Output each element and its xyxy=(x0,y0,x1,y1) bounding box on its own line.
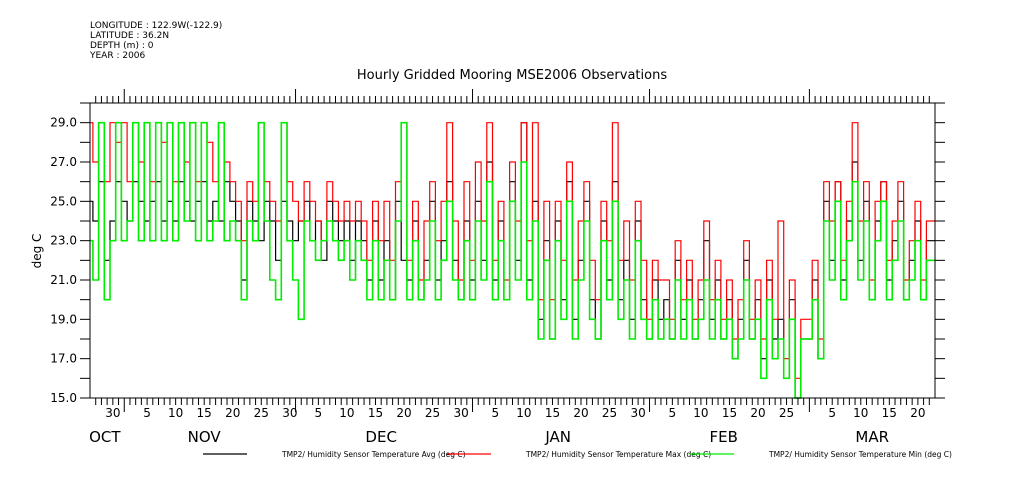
depth-label: DEPTH (m) : 0 xyxy=(90,41,154,51)
y-tick-label: 17.0 xyxy=(50,352,77,366)
x-tick-label: 5 xyxy=(143,406,151,420)
latitude-label: LATITUDE : 36.2N xyxy=(90,31,170,41)
axes-layer: 15.0 17.0 19.0 21.0 23.0 25.0 27.0 29.0 30 5 10 15 2… xyxy=(50,89,945,446)
month-label: FEB xyxy=(710,428,738,446)
chart-title: Hourly Gridded Mooring MSE2006 Observati… xyxy=(356,68,668,83)
legend-label: TMP2/ Humidity Sensor Temperature Min (d… xyxy=(768,450,952,459)
x-tick-label: 10 xyxy=(168,406,183,420)
x-tick-label: 5 xyxy=(828,406,836,420)
series-line-avg xyxy=(90,122,935,399)
x-tick-label: 20 xyxy=(573,406,588,420)
month-label: DEC xyxy=(365,428,397,446)
month-label: OCT xyxy=(89,428,121,446)
y-tick-label: 19.0 xyxy=(50,312,77,326)
legend-label: TMP2/ Humidity Sensor Temperature Avg (d… xyxy=(281,450,466,459)
metadata-block: LONGITUDE : 122.9W(-122.9) LATITUDE : 36… xyxy=(90,21,222,61)
month-label: NOV xyxy=(188,428,222,446)
series-layer xyxy=(90,121,935,399)
x-tick-label: 5 xyxy=(492,406,500,420)
x-tick-label: 15 xyxy=(197,406,212,420)
x-tick-label: 20 xyxy=(225,406,240,420)
x-tick-label: 20 xyxy=(750,406,765,420)
x-tick-label: 10 xyxy=(693,406,708,420)
x-tick-label: 10 xyxy=(853,406,868,420)
plot-frame xyxy=(89,102,936,399)
x-tick-label: 25 xyxy=(602,406,617,420)
x-tick-label: 20 xyxy=(396,406,411,420)
x-tick-label: 5 xyxy=(315,406,323,420)
y-tick-label: 29.0 xyxy=(50,116,77,130)
y-tick-label: 27.0 xyxy=(50,155,77,169)
series-line-min xyxy=(90,121,935,399)
x-tick-label: 15 xyxy=(882,406,897,420)
x-tick-label: 30 xyxy=(105,406,120,420)
x-tick-label: 5 xyxy=(669,406,677,420)
series-line-max xyxy=(90,122,935,379)
x-tick-label: 10 xyxy=(339,406,354,420)
y-tick-label: 25.0 xyxy=(50,194,77,208)
x-tick-label: 25 xyxy=(254,406,269,420)
x-tick-label: 30 xyxy=(282,406,297,420)
legend: TMP2/ Humidity Sensor Temperature Avg (d… xyxy=(203,450,952,459)
y-tick-label: 21.0 xyxy=(50,273,77,287)
x-tick-label: 15 xyxy=(722,406,737,420)
x-tick-label: 30 xyxy=(453,406,468,420)
month-label: JAN xyxy=(544,428,571,446)
x-tick-label: 10 xyxy=(516,406,531,420)
y-tick-label: 15.0 xyxy=(50,391,77,405)
year-label: YEAR : 2006 xyxy=(90,51,146,61)
x-tick-label: 30 xyxy=(630,406,645,420)
x-tick-label: 15 xyxy=(368,406,383,420)
x-tick-label: 25 xyxy=(779,406,794,420)
y-tick-label: 23.0 xyxy=(50,234,77,248)
x-tick-label: 15 xyxy=(545,406,560,420)
x-tick-label: 25 xyxy=(425,406,440,420)
legend-label: TMP2/ Humidity Sensor Temperature Max (d… xyxy=(525,450,711,459)
longitude-label: LONGITUDE : 122.9W(-122.9) xyxy=(90,21,223,31)
y-axis-label: deg C xyxy=(30,234,44,269)
x-tick-label: 20 xyxy=(910,406,925,420)
month-label: MAR xyxy=(855,428,889,446)
